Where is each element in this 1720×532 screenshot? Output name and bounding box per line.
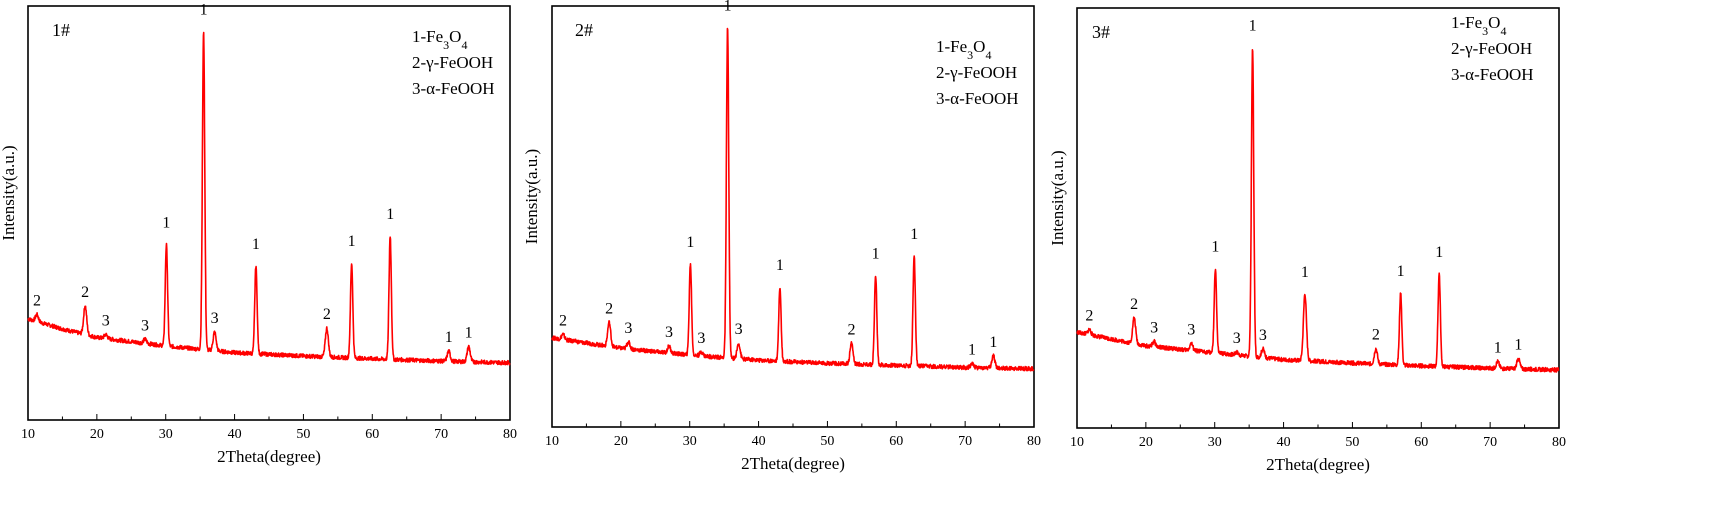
x-tick-label: 20 (614, 434, 628, 449)
x-tick-label: 80 (1552, 435, 1566, 450)
peak-label: 1 (348, 233, 356, 250)
peak-label: 3 (1259, 327, 1267, 344)
x-tick-label: 60 (889, 434, 903, 449)
x-tick-label: 50 (1345, 435, 1359, 450)
peak-label: 2 (848, 321, 856, 338)
legend-entry: 2-γ-FeOOH (936, 63, 1017, 82)
panel-tag: 2# (575, 20, 593, 40)
peak-label: 1 (1397, 263, 1405, 280)
xrd-panel-3: 10 20 30 40 50 60 70 80 2Theta(degree) Intensity(… (1048, 7, 1566, 474)
x-tick-label: 10 (545, 434, 559, 449)
x-axis-label: 2Theta(degree) (1266, 455, 1370, 474)
y-axis-label: Intensity(a.u.) (522, 149, 541, 244)
peak-label: 1 (162, 215, 170, 232)
x-tick-label: 20 (1139, 435, 1153, 450)
peak-label: 2 (81, 284, 89, 301)
peak-label: 2 (1085, 308, 1093, 325)
peak-label: 2 (323, 306, 331, 323)
peak-label: 3 (1187, 322, 1195, 339)
peak-label: 3 (624, 320, 632, 337)
x-tick-label: 70 (958, 434, 972, 449)
peak-label: 1 (465, 325, 473, 342)
peak-label: 1 (968, 341, 976, 358)
legend-entry: 1-Fe3O4 (936, 37, 991, 62)
panel-tag: 3# (1092, 22, 1110, 42)
legend-entry: 3-α-FeOOH (412, 79, 495, 98)
legend-entry: 3-α-FeOOH (1451, 65, 1534, 84)
peak-label: 1 (910, 226, 918, 243)
x-tick-label: 80 (1027, 434, 1041, 449)
peak-label: 1 (1435, 244, 1443, 261)
x-tick-label: 40 (752, 434, 766, 449)
peak-label: 1 (1249, 18, 1257, 35)
x-tick-label: 10 (1070, 435, 1084, 450)
x-tick-label: 50 (296, 427, 310, 442)
peak-label: 1 (1494, 340, 1502, 357)
panel-tag: 1# (52, 20, 70, 40)
legend-entry: 2-γ-FeOOH (1451, 39, 1532, 58)
peak-label: 3 (735, 321, 743, 338)
peak-label: 1 (686, 234, 694, 251)
legend-entry: 2-γ-FeOOH (412, 53, 493, 72)
x-tick-label: 70 (434, 427, 448, 442)
legend-entry: 1-Fe3O4 (412, 27, 467, 52)
peak-label: 3 (141, 317, 149, 334)
peak-label: 1 (1301, 264, 1309, 281)
peak-label: 3 (665, 324, 673, 341)
xrd-panel-2: 10 20 30 40 50 60 70 80 2Theta(degree) Intensity(… (522, 0, 1041, 473)
peak-label: 3 (102, 312, 110, 329)
x-tick-label: 20 (90, 427, 104, 442)
peak-label: 3 (1233, 330, 1241, 347)
peak-label: 1 (200, 2, 208, 19)
x-tick-label: 70 (1483, 435, 1497, 450)
peak-label: 2 (33, 293, 41, 310)
legend-entry: 3-α-FeOOH (936, 89, 1019, 108)
peak-label: 1 (1211, 239, 1219, 256)
x-tick-label: 30 (683, 434, 697, 449)
x-tick-label: 40 (228, 427, 242, 442)
peak-label: 2 (559, 312, 567, 329)
y-axis-label: Intensity(a.u.) (0, 145, 18, 240)
xrd-pattern-line (1076, 48, 1560, 373)
peak-label: 1 (1514, 337, 1522, 354)
x-tick-label: 80 (503, 427, 517, 442)
x-tick-label: 30 (1208, 435, 1222, 450)
peak-label: 1 (776, 257, 784, 274)
peak-label: 3 (1150, 320, 1158, 337)
peak-label: 1 (252, 236, 260, 253)
x-tick-label: 10 (21, 427, 35, 442)
xrd-panel-1: 10 20 30 40 50 60 70 80 2Theta(degree) Intensity(… (0, 2, 517, 466)
peak-label: 2 (605, 300, 613, 317)
x-tick-label: 30 (159, 427, 173, 442)
y-axis-label: Intensity(a.u.) (1048, 150, 1067, 245)
peak-label: 1 (872, 245, 880, 262)
xrd-pattern-line (27, 31, 511, 366)
x-tick-label: 60 (1414, 435, 1428, 450)
peak-label: 1 (445, 329, 453, 346)
peak-label: 1 (386, 206, 394, 223)
x-tick-label: 40 (1277, 435, 1291, 450)
x-tick-label: 60 (365, 427, 379, 442)
peak-label: 3 (697, 330, 705, 347)
x-axis-label: 2Theta(degree) (217, 447, 321, 466)
peak-label: 2 (1130, 296, 1138, 313)
peak-label: 3 (211, 310, 219, 327)
x-axis-label: 2Theta(degree) (741, 454, 845, 473)
legend-entry: 1-Fe3O4 (1451, 13, 1506, 38)
x-tick-label: 50 (820, 434, 834, 449)
peak-label: 1 (724, 0, 732, 14)
peak-label: 1 (989, 334, 997, 351)
peak-label: 2 (1372, 327, 1380, 344)
xrd-pattern-line (551, 27, 1035, 372)
